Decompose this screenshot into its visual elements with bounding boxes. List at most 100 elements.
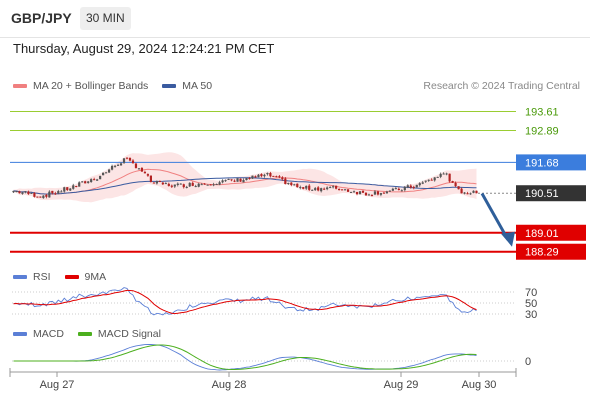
signal-swatch [77, 332, 92, 336]
level-label-3: 189.01 [525, 228, 559, 240]
candle [406, 184, 409, 189]
candle [364, 192, 368, 196]
candle [212, 182, 215, 187]
candle-body [340, 189, 344, 191]
candle [24, 190, 27, 194]
ma20-swatch [13, 84, 27, 88]
candle-body [296, 183, 299, 188]
candle-body [149, 175, 153, 182]
candle-body [176, 183, 179, 185]
candle [128, 157, 132, 162]
projection-arrow [480, 192, 515, 247]
candle-body [433, 177, 436, 181]
candle [167, 182, 170, 187]
price-tags: 193.61 192.89 191.68 189.01 188.29 190.51 [516, 107, 586, 260]
candle [260, 173, 263, 178]
candle [323, 187, 326, 191]
credit: Research © 2024 Trading Central [423, 80, 580, 92]
candle [33, 192, 36, 198]
candle-body [206, 184, 209, 186]
candle-body [278, 176, 281, 178]
level-tag-2 [516, 154, 586, 171]
candle [233, 179, 236, 183]
candle [272, 175, 275, 177]
candle [269, 171, 272, 178]
candle [352, 190, 356, 193]
candle-body [272, 175, 275, 177]
candle-body [134, 163, 138, 168]
level-label-0: 193.61 [525, 107, 559, 119]
projection-arrow-head [501, 231, 515, 247]
candle-body [349, 191, 353, 193]
candle [409, 184, 412, 189]
candle-body [107, 169, 111, 173]
candle-body [12, 190, 15, 193]
candle [122, 157, 126, 165]
candle-body [415, 184, 418, 188]
rsi-ma9-line [13, 289, 477, 315]
candle-body [367, 194, 371, 196]
candle-body [400, 190, 403, 192]
candle-body [442, 173, 445, 175]
candle-body [57, 191, 60, 194]
rsi-tick-70: 70 [525, 287, 537, 299]
candle [358, 191, 362, 195]
candle [102, 172, 105, 176]
candle-body [424, 180, 427, 182]
candle [251, 175, 254, 180]
candle-body [212, 184, 215, 186]
candle [81, 181, 84, 183]
candle-body [337, 188, 341, 191]
candle [188, 182, 191, 188]
candle [463, 192, 466, 195]
legend-macd-label: MACD [33, 328, 64, 340]
candle-body [448, 173, 451, 182]
legend-signal-label: MACD Signal [97, 328, 161, 340]
candle [170, 184, 173, 189]
candle-body [90, 179, 93, 183]
candle [48, 190, 51, 198]
candle [317, 186, 320, 192]
symbol-title: GBP/JPY [11, 10, 72, 26]
candle [143, 170, 147, 174]
candle-body [466, 193, 469, 195]
candle [39, 196, 42, 198]
candle-body [373, 191, 377, 195]
candle-body [287, 182, 290, 184]
candle [57, 189, 60, 195]
candle-body [39, 196, 42, 198]
candle-body [317, 187, 320, 191]
candle [42, 195, 45, 199]
candle-body [406, 185, 409, 188]
legend-rsi: RSI 9MA [13, 271, 106, 283]
candle [140, 166, 144, 172]
candle [66, 187, 69, 191]
interval-selector[interactable]: 30 MIN [80, 7, 131, 30]
candle-body [194, 186, 197, 188]
candle-body [72, 185, 75, 189]
candle-body [275, 176, 278, 178]
candle [299, 185, 302, 190]
candle-body [197, 183, 200, 187]
candle [221, 179, 224, 184]
candle [427, 179, 430, 182]
x-axis: Aug 27 Aug 28 Aug 29 Aug 30 [9, 368, 517, 391]
level-tag-3 [516, 224, 586, 241]
candle [146, 173, 150, 177]
candle [242, 178, 245, 183]
candle-body [42, 195, 45, 199]
x-tick-label: Aug 27 [40, 379, 75, 391]
candle [263, 173, 266, 178]
candle [227, 178, 230, 181]
candle [224, 179, 227, 182]
candle-body [81, 181, 84, 183]
candle-body [445, 173, 448, 175]
candle [113, 165, 117, 168]
candle [164, 182, 167, 185]
candle [215, 183, 218, 185]
candle [191, 181, 194, 187]
candle-body [308, 185, 311, 190]
candle [454, 181, 457, 188]
